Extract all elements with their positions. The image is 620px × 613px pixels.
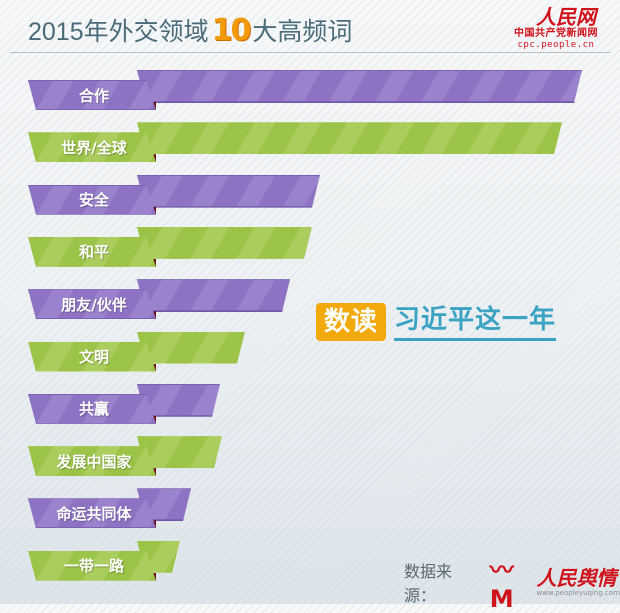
page-title: 2015年外交领域 10 大高频词 (28, 12, 352, 48)
brand-logo-text: 人民网 (536, 5, 596, 29)
bar-label: 和平 (28, 236, 156, 267)
chart-row: 发展中国家 (0, 436, 620, 478)
brand-url: cpc.people.cn (517, 40, 595, 50)
chart-row: 一带一路 (0, 541, 620, 583)
bar (137, 70, 582, 103)
chart-row: 合作 (0, 70, 620, 112)
bar-label: 一带一路 (28, 550, 156, 581)
chart-row: 命运共同体 (0, 488, 620, 530)
title-prefix: 2015年外交领域 (28, 18, 209, 46)
bar-label: 发展中国家 (28, 446, 156, 477)
bar (137, 332, 245, 364)
bar-label: 命运共同体 (28, 498, 156, 529)
bar-label: 合作 (28, 80, 156, 110)
title-suffix: 大高频词 (252, 18, 353, 46)
source-label: 数据来源： (404, 561, 453, 605)
chart-row: 朋友/伙伴 (0, 279, 620, 321)
bar-label: 安全 (28, 184, 156, 215)
badge-text: 习近平这一年 (394, 304, 557, 341)
chart-row: 共赢 (0, 384, 620, 426)
bar-label: 共赢 (28, 393, 156, 424)
chart-row: 安全 (0, 175, 620, 217)
source-name-cn: 人民舆情 (536, 565, 617, 590)
source-name: 人民舆情 www.peopleyuqing.com (536, 567, 620, 597)
bar (137, 175, 320, 208)
bar (137, 227, 312, 259)
bar (137, 122, 562, 154)
chart-row: 文明 (0, 332, 620, 374)
title-number: 10 (211, 13, 252, 48)
bar (137, 279, 290, 312)
badge-label: 数读 (316, 303, 387, 341)
chart-row: 和平 (0, 227, 620, 269)
header-divider (10, 52, 610, 53)
bar-label: 世界/全球 (28, 132, 156, 163)
chart-row: 世界/全球 (0, 122, 620, 164)
bar-label: 文明 (28, 341, 156, 372)
brand-subtitle: 中国共产党新闻网 (514, 28, 598, 39)
series-badge: 数读 习近平这一年 (316, 303, 557, 341)
bar-label: 朋友/伙伴 (28, 289, 156, 320)
source-url: www.peopleyuqing.com (536, 588, 620, 597)
brand-logo: 人民网 中国共产党新闻网 cpc.people.cn (506, 6, 606, 50)
